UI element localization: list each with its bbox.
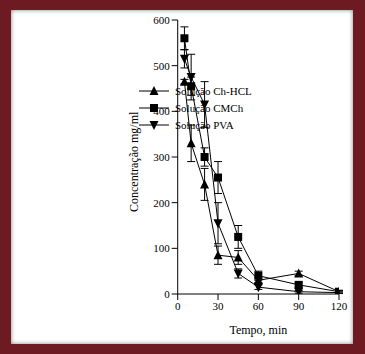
svg-text:30: 30: [213, 300, 225, 312]
html-text:Solução PVA: Solução PVA: [175, 118, 234, 131]
svg-text:400: 400: [153, 105, 170, 117]
svg-text:0: 0: [175, 300, 181, 312]
svg-text:Concentração mg/ml: Concentração mg/ml: [127, 111, 141, 212]
svg-text:60: 60: [253, 300, 265, 312]
svg-text:500: 500: [153, 60, 170, 72]
svg-text:Tempo, min: Tempo, min: [229, 323, 287, 337]
svg-text:600: 600: [153, 14, 170, 26]
svg-text:300: 300: [153, 151, 170, 163]
svg-text:100: 100: [153, 242, 170, 254]
html-text:Solução CMCh: Solução CMCh: [175, 101, 244, 114]
svg-text:90: 90: [293, 300, 305, 312]
svg-text:200: 200: [153, 197, 170, 209]
svg-text:120: 120: [331, 300, 348, 312]
html-text:Solução Ch-HCL: Solução Ch-HCL: [175, 84, 252, 97]
svg-text:0: 0: [164, 288, 170, 300]
